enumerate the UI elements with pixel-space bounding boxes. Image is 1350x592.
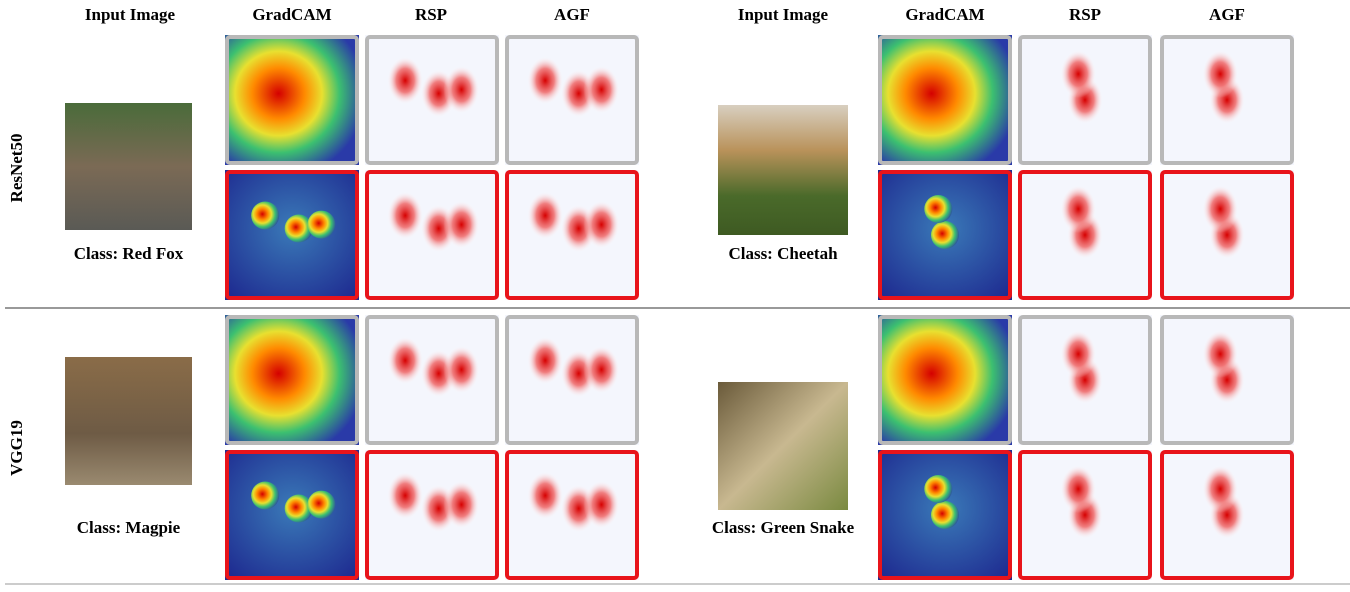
column-header: Input Image [85,5,176,24]
attribution-blob [583,481,619,529]
attribution-blob [443,201,479,249]
heatmap-tile [505,35,639,165]
class-label: Class: Green Snake [712,518,855,537]
input-image [718,105,848,235]
heatmap-tile [1018,315,1152,445]
attribution-blob [583,201,619,249]
class-label: Class: Red Fox [74,244,184,263]
attribution-blob [1202,330,1238,378]
attribution-blob [1060,50,1096,98]
heatmap-tile [878,35,1012,165]
heatmap-tile [225,450,359,580]
heatmap-tile [365,170,499,300]
attribution-blob [1202,185,1238,233]
input-image [65,357,192,485]
heatmap-tile [878,170,1012,300]
attribution-blob [443,66,479,114]
attribution-blob [1060,185,1096,233]
attribution-blob [387,472,423,520]
heatmap-tile [1160,170,1294,300]
attribution-blob [307,211,335,239]
column-header: GradCAM [905,5,984,24]
attribution-blob [931,221,959,249]
attribution-blob [527,57,563,105]
attribution-blob [307,491,335,519]
attribution-blob [583,346,619,394]
attribution-blob [1202,50,1238,98]
class-label: Class: Magpie [77,518,181,537]
heatmap-tile [225,35,359,165]
heatmap-tile [225,315,359,445]
attribution-blob [1202,465,1238,513]
heatmap-tile [225,170,359,300]
attribution-blob [527,472,563,520]
heatmap-tile [1160,315,1294,445]
tile-background [225,35,359,165]
attribution-blob [924,475,952,503]
heatmap-tile [1018,450,1152,580]
heatmap-tile [1160,450,1294,580]
attribution-blob [931,501,959,529]
heatmap-tile [1160,35,1294,165]
page: Input Image GradCAM RSP AGF Input Image GradC… [0,0,1350,592]
row-label: ResNet50 [7,134,26,203]
class-label: Class: Cheetah [728,244,838,263]
row-label: VGG19 [7,420,26,476]
attribution-blob [387,57,423,105]
input-image [65,103,192,230]
heatmap-tile [505,170,639,300]
input-image [718,382,848,510]
attribution-blob [251,202,279,230]
attribution-blob [251,482,279,510]
column-header: RSP [1069,5,1101,24]
attribution-blob [527,192,563,240]
attribution-blob [387,337,423,385]
attribution-blob [1060,330,1096,378]
column-header: Input Image [738,5,829,24]
heatmap-tile [505,450,639,580]
attribution-blob [1060,465,1096,513]
heatmap-tile [365,450,499,580]
heatmap-tile [878,315,1012,445]
heatmap-tile [1018,35,1152,165]
column-header: GradCAM [252,5,331,24]
tile-background [878,315,1012,445]
column-header: RSP [415,5,447,24]
column-header: AGF [554,5,590,24]
heatmap-tile [365,35,499,165]
heatmap-tile [878,450,1012,580]
heatmap-tile [1018,170,1152,300]
attribution-blob [443,481,479,529]
tile-background [878,35,1012,165]
column-header: AGF [1209,5,1245,24]
heatmap-tile [505,315,639,445]
attribution-blob [583,66,619,114]
attribution-blob [924,195,952,223]
attribution-blob [527,337,563,385]
attribution-blob [443,346,479,394]
heatmap-tile [365,315,499,445]
attribution-blob [387,192,423,240]
figure: Input Image GradCAM RSP AGF Input Image GradC… [0,0,1350,587]
tile-background [225,315,359,445]
